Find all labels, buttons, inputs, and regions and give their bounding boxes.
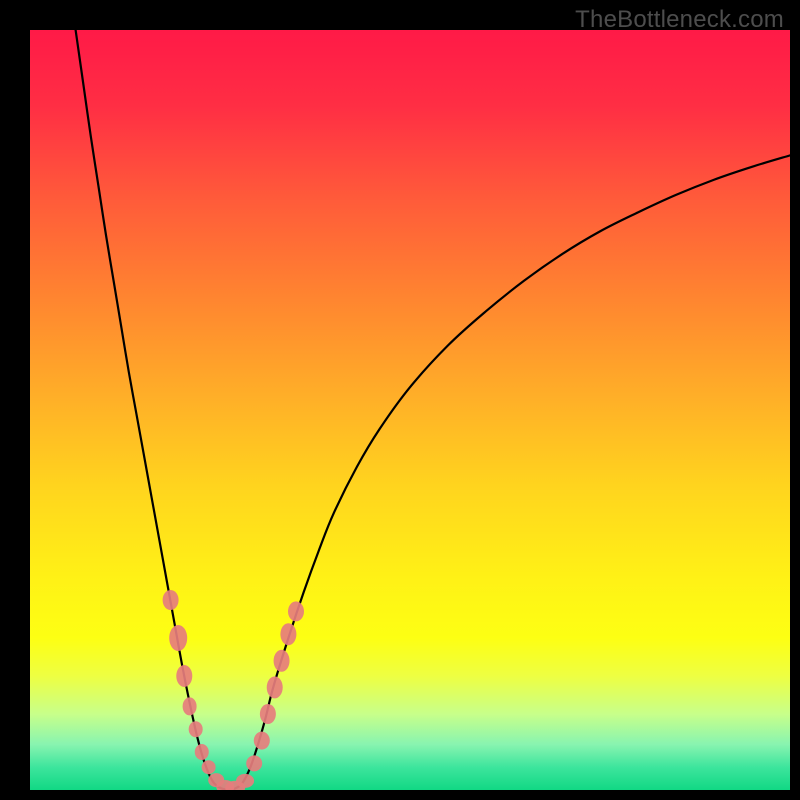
marker-point: [260, 704, 276, 724]
marker-point: [274, 650, 290, 672]
chart-container: TheBottleneck.com: [0, 0, 800, 800]
plot-area: [30, 30, 790, 790]
marker-point: [280, 623, 296, 645]
plot-svg: [30, 30, 790, 790]
marker-point: [254, 732, 270, 750]
curve-left: [76, 30, 228, 790]
marker-point: [195, 744, 209, 760]
marker-point: [163, 590, 179, 610]
marker-point: [288, 601, 304, 621]
marker-point: [236, 774, 254, 788]
curve-right: [228, 155, 790, 790]
marker-point: [246, 755, 262, 771]
marker-point: [189, 721, 203, 737]
marker-point: [176, 665, 192, 687]
watermark-label: TheBottleneck.com: [575, 6, 784, 34]
marker-point: [267, 676, 283, 698]
marker-point: [169, 625, 187, 651]
marker-point: [202, 760, 216, 774]
marker-point: [183, 697, 197, 715]
